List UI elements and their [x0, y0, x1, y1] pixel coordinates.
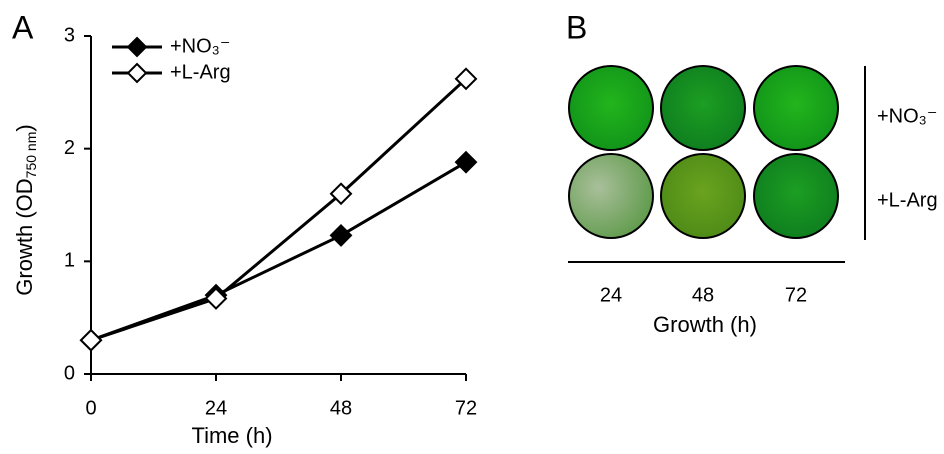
- x-tick-label: 0: [85, 397, 96, 419]
- marker: [79, 328, 103, 352]
- x-axis-title: Time (h): [191, 423, 272, 448]
- column-label: 24: [600, 284, 622, 306]
- series-line: [90, 160, 467, 342]
- marker: [329, 224, 353, 247]
- legend-marker: [126, 62, 148, 84]
- row-label: +L-Arg: [877, 189, 938, 211]
- marker: [329, 182, 353, 206]
- x-tick-label: 24: [205, 397, 227, 419]
- column-label: 48: [692, 284, 714, 306]
- y-tick-label: 0: [64, 362, 75, 384]
- y-tick-label: 3: [64, 24, 75, 46]
- series-line: [90, 77, 468, 342]
- marker: [204, 287, 228, 310]
- marker: [454, 67, 478, 91]
- legend-marker: [126, 36, 148, 58]
- plates: [568, 65, 839, 239]
- plate: [753, 153, 839, 239]
- panel-label: B: [566, 9, 587, 45]
- x-tick-label: 48: [330, 397, 352, 419]
- x-tick-label: 72: [455, 397, 477, 419]
- plate: [753, 65, 839, 151]
- axes: [90, 36, 466, 375]
- y-axis-title: Growth (OD750 nm): [12, 124, 39, 295]
- plate: [568, 65, 654, 151]
- plate: [660, 65, 746, 151]
- y-tick-label: 1: [64, 250, 75, 272]
- x-axis-title: Growth (h): [653, 312, 757, 337]
- legend-label: +NO₃⁻: [170, 35, 230, 57]
- panel-label: A: [12, 9, 34, 45]
- plate: [568, 153, 654, 239]
- column-label: 72: [785, 284, 807, 306]
- legend-label: +L-Arg: [170, 61, 231, 83]
- marker: [454, 150, 478, 174]
- row-label: +NO₃⁻: [877, 105, 937, 127]
- plate: [660, 153, 746, 239]
- y-tick-label: 2: [64, 137, 75, 159]
